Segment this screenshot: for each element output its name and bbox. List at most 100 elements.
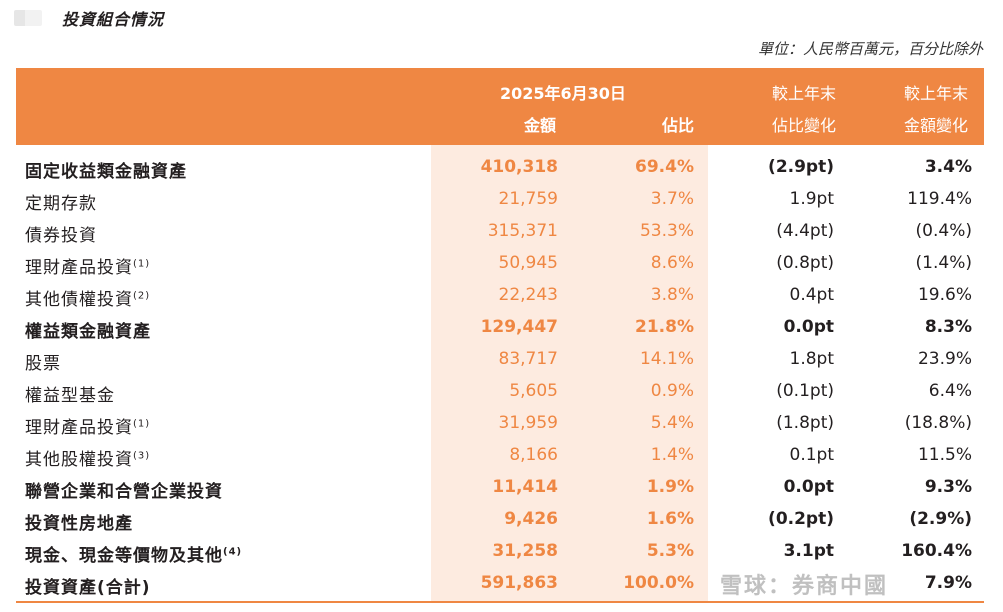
row-amount-change: 6.4% xyxy=(928,381,972,401)
row-amount: 591,863 xyxy=(480,573,558,593)
row-footnote-marker: (1) xyxy=(133,418,151,430)
row-amount: 11,414 xyxy=(492,477,558,497)
row-amount-change: 9.3% xyxy=(924,477,972,497)
row-pct: 14.1% xyxy=(639,349,694,369)
row-label-text: 債券投資 xyxy=(25,226,97,246)
row-label: 聯營企業和合營企業投資 xyxy=(25,477,223,502)
row-amount: 9,426 xyxy=(504,509,558,529)
row-amount-change: (18.8%) xyxy=(904,413,972,433)
row-footnote-marker: (3) xyxy=(133,450,151,462)
table-row: 股票 83,717 14.1% 1.8pt 23.9% xyxy=(16,343,984,375)
row-amount-change: 23.9% xyxy=(917,349,972,369)
row-ratio-change: 1.9pt xyxy=(789,189,835,209)
row-label-text: 權益類金融資產 xyxy=(25,322,151,342)
row-label-text: 現金、現金等價物及其他 xyxy=(25,546,223,566)
row-ratio-change: 0.4pt xyxy=(789,285,835,305)
row-label-text: 定期存款 xyxy=(25,194,97,214)
row-pct: 1.6% xyxy=(646,509,694,529)
row-ratio-change: (0.8pt) xyxy=(776,253,834,273)
row-pct: 3.8% xyxy=(650,285,694,305)
row-pct: 69.4% xyxy=(635,157,694,177)
row-ratio-change: (4.4pt) xyxy=(776,221,834,241)
row-ratio-change: (2.9pt) xyxy=(768,157,834,177)
corner-mark xyxy=(14,10,42,26)
header-ratio-change-line2: 佔比變化 xyxy=(771,116,836,135)
row-pct: 5.4% xyxy=(650,413,694,433)
row-amount-change: (0.4%) xyxy=(915,221,972,241)
row-label-text: 理財產品投資 xyxy=(25,418,133,438)
row-pct: 1.9% xyxy=(646,477,694,497)
row-pct: 3.7% xyxy=(650,189,694,209)
row-amount: 31,959 xyxy=(498,413,558,433)
table-row: 權益類金融資產 129,447 21.8% 0.0pt 8.3% xyxy=(16,311,984,343)
row-ratio-change: 0.0pt xyxy=(783,477,834,497)
row-amount-change: (2.9%) xyxy=(909,509,972,529)
watermark-text: 雪球：券商中國 xyxy=(720,574,889,599)
table-header: 2025年6月30日 金額 佔比 較上年末 佔比變化 較上年末 金額變化 xyxy=(16,68,984,145)
row-label: 股票 xyxy=(25,349,61,374)
row-label-text: 權益型基金 xyxy=(25,386,115,406)
row-amount-change: 19.6% xyxy=(917,285,972,305)
row-amount: 5,605 xyxy=(509,381,558,401)
row-label: 權益型基金 xyxy=(25,381,115,406)
row-footnote-marker: (2) xyxy=(133,290,151,302)
row-ratio-change: 0.0pt xyxy=(783,317,834,337)
row-ratio-change: 1.8pt xyxy=(789,349,835,369)
row-label: 現金、現金等價物及其他(4) xyxy=(25,541,242,566)
table-row: 投資資產(合計) 591,863 100.0% 7.9% xyxy=(16,567,984,599)
row-label-text: 聯營企業和合營企業投資 xyxy=(25,482,223,502)
header-amount: 金額 xyxy=(523,116,556,135)
row-amount-change: 160.4% xyxy=(901,541,972,561)
row-label: 其他股權投資(3) xyxy=(25,445,150,470)
row-pct: 8.6% xyxy=(650,253,694,273)
row-amount-change: 11.5% xyxy=(917,445,972,465)
table-row: 其他債權投資(2) 22,243 3.8% 0.4pt 19.6% xyxy=(16,279,984,311)
row-amount: 83,717 xyxy=(498,349,558,369)
table-row: 權益型基金 5,605 0.9% (0.1pt) 6.4% xyxy=(16,375,984,407)
row-ratio-change: (0.1pt) xyxy=(776,381,834,401)
row-footnote-marker: (1) xyxy=(133,258,151,270)
table-row: 聯營企業和合營企業投資 11,414 1.9% 0.0pt 9.3% xyxy=(16,471,984,503)
bottom-rule xyxy=(16,601,984,603)
row-pct: 1.4% xyxy=(650,445,694,465)
row-label-text: 理財產品投資 xyxy=(25,258,133,278)
table-row: 投資性房地產 9,426 1.6% (0.2pt) (2.9%) xyxy=(16,503,984,535)
header-pct: 佔比 xyxy=(661,116,694,135)
row-label: 其他債權投資(2) xyxy=(25,285,150,310)
row-label: 權益類金融資產 xyxy=(25,317,151,342)
row-label: 債券投資 xyxy=(25,221,97,246)
row-amount-change: 3.4% xyxy=(924,157,972,177)
table-row: 固定收益類金融資產 410,318 69.4% (2.9pt) 3.4% xyxy=(16,151,984,183)
table-row: 現金、現金等價物及其他(4) 31,258 5.3% 3.1pt 160.4% xyxy=(16,535,984,567)
table-row: 理財產品投資(1) 31,959 5.4% (1.8pt) (18.8%) xyxy=(16,407,984,439)
row-label: 理財產品投資(1) xyxy=(25,413,150,438)
row-pct: 0.9% xyxy=(650,381,694,401)
row-label: 固定收益類金融資產 xyxy=(25,157,187,182)
row-label-text: 投資資產(合計) xyxy=(25,578,151,598)
header-date: 2025年6月30日 xyxy=(500,84,626,103)
portfolio-table: 2025年6月30日 金額 佔比 較上年末 佔比變化 較上年末 金額變化 固定收… xyxy=(16,68,984,603)
row-amount: 22,243 xyxy=(498,285,558,305)
row-pct: 5.3% xyxy=(646,541,694,561)
row-amount-change: 8.3% xyxy=(924,317,972,337)
unit-note: 單位：人民幣百萬元，百分比除外 xyxy=(757,40,983,58)
row-amount: 8,166 xyxy=(509,445,558,465)
row-label-text: 投資性房地產 xyxy=(25,514,133,534)
row-amount-change: 7.9% xyxy=(924,573,972,593)
row-label-text: 股票 xyxy=(25,354,61,374)
row-pct: 100.0% xyxy=(623,573,694,593)
section-title: 投資組合情況 xyxy=(62,10,165,29)
row-amount: 410,318 xyxy=(480,157,558,177)
header-ratio-change-line1: 較上年末 xyxy=(771,84,836,103)
row-ratio-change: (0.2pt) xyxy=(768,509,834,529)
row-label-text: 其他股權投資 xyxy=(25,450,133,470)
row-label: 定期存款 xyxy=(25,189,97,214)
row-label-text: 其他債權投資 xyxy=(25,290,133,310)
row-ratio-change: (1.8pt) xyxy=(776,413,834,433)
header-amount-change-line2: 金額變化 xyxy=(903,116,968,135)
table-row: 定期存款 21,759 3.7% 1.9pt 119.4% xyxy=(16,183,984,215)
row-amount: 50,945 xyxy=(498,253,558,273)
table-row: 債券投資 315,371 53.3% (4.4pt) (0.4%) xyxy=(16,215,984,247)
table-row: 理財產品投資(1) 50,945 8.6% (0.8pt) (1.4%) xyxy=(16,247,984,279)
table-row: 其他股權投資(3) 8,166 1.4% 0.1pt 11.5% xyxy=(16,439,984,471)
